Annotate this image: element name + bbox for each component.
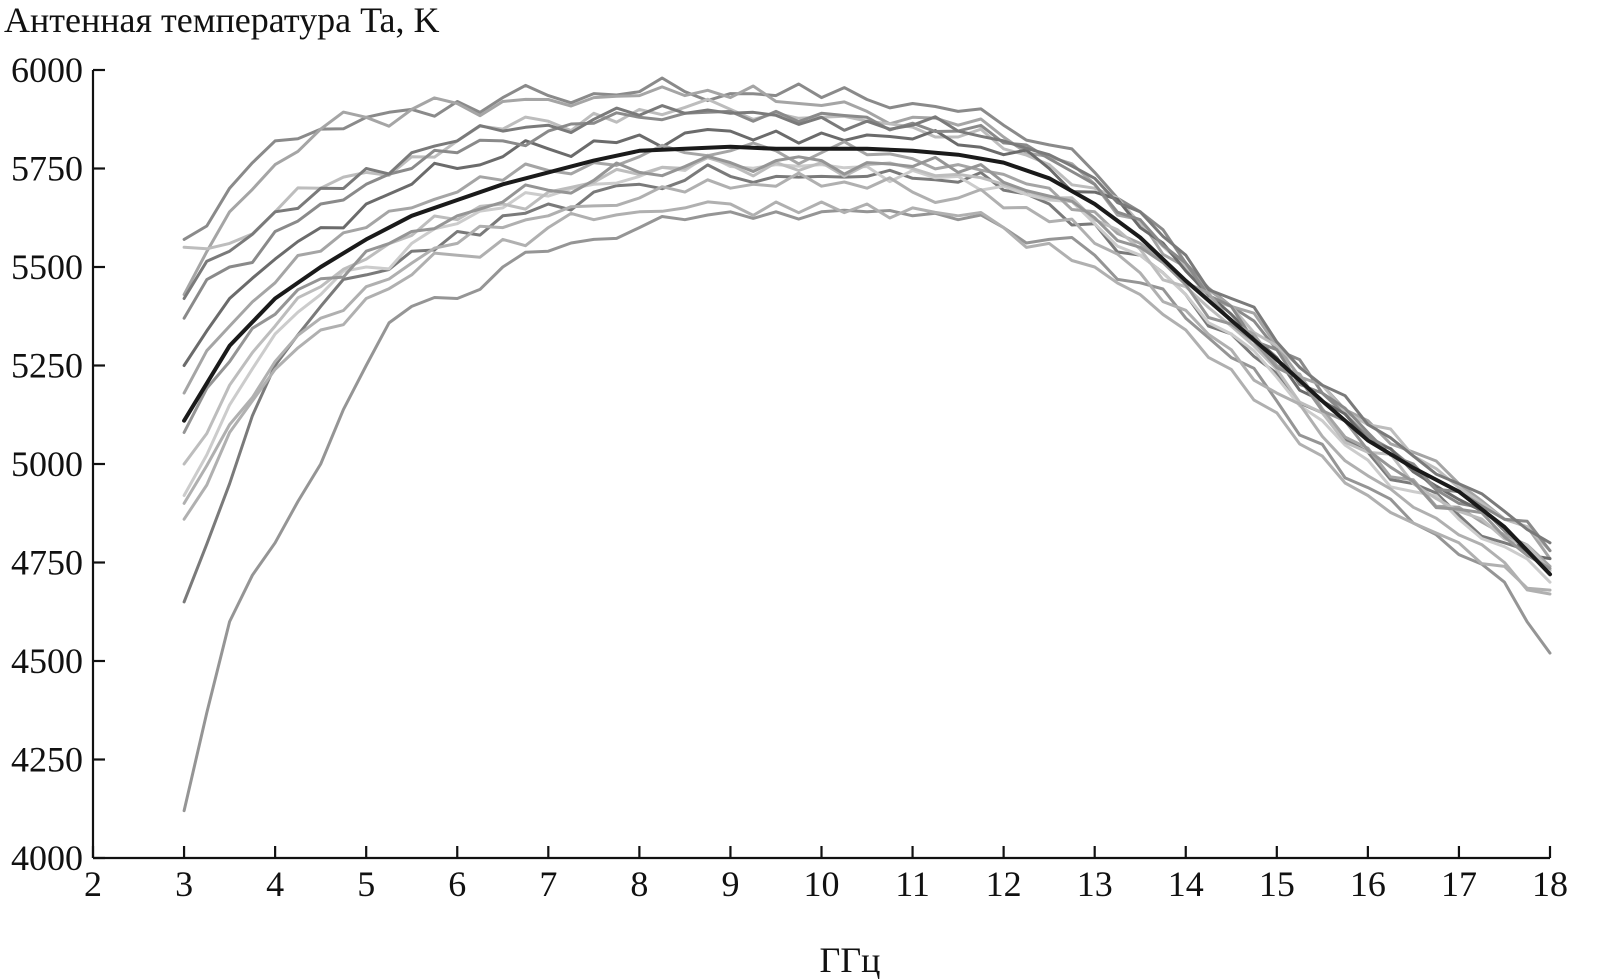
series-line-8	[182, 128, 1552, 561]
y-axis-title: Антенная температура Ta, K	[4, 0, 440, 40]
y-tick-label: 5750	[11, 149, 83, 189]
x-tick-label: 5	[357, 864, 375, 904]
y-tick-label: 4000	[11, 838, 83, 878]
x-tick-label: 13	[1077, 864, 1113, 904]
x-tick-label: 15	[1259, 864, 1295, 904]
series-line-14	[182, 171, 1552, 596]
x-tick-label: 18	[1532, 864, 1568, 904]
x-tick-label: 2	[84, 864, 102, 904]
series-line-6	[182, 200, 1552, 592]
mean-series-line	[182, 144, 1552, 577]
y-tick-label: 4250	[11, 740, 83, 780]
x-tick-label: 8	[630, 864, 648, 904]
series-line-4	[182, 163, 1552, 604]
x-tick-label: 12	[986, 864, 1022, 904]
series-line-7	[182, 153, 1552, 584]
x-tick-label: 10	[804, 864, 840, 904]
x-tick-label: 6	[448, 864, 466, 904]
y-tick-label: 4750	[11, 543, 83, 583]
x-tick-label: 3	[175, 864, 193, 904]
series-layer	[182, 76, 1552, 813]
x-tick-label: 17	[1441, 864, 1477, 904]
x-tick-label: 16	[1350, 864, 1386, 904]
y-tick-label: 5250	[11, 346, 83, 386]
y-tick-label: 5000	[11, 444, 83, 484]
x-tick-label: 11	[895, 864, 930, 904]
x-tick-label: 7	[539, 864, 557, 904]
axes-layer: 4000 4250 4500 4750 5000 5250 5500 5750 6000 2 3 4 5…	[11, 50, 1568, 904]
y-tick-label: 6000	[11, 50, 83, 90]
series-line-5	[182, 208, 1552, 813]
x-tick-label: 14	[1168, 864, 1204, 904]
series-line-9	[182, 109, 1552, 553]
x-tick-label: 9	[721, 864, 739, 904]
series-line-13	[182, 154, 1552, 570]
y-tick-label: 5500	[11, 247, 83, 287]
y-tick-label: 4500	[11, 641, 83, 681]
x-axis-title: ГГц	[820, 940, 881, 979]
series-line-11	[182, 156, 1552, 572]
series-line-12	[182, 104, 1552, 545]
x-tick-label: 4	[266, 864, 284, 904]
